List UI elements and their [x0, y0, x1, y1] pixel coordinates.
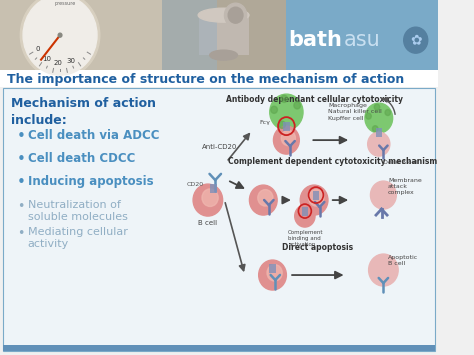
Text: Mediating cellular
activity: Mediating cellular activity: [27, 227, 128, 248]
Text: Membrane
attack
complex: Membrane attack complex: [388, 178, 422, 195]
Text: CD20: CD20: [187, 182, 204, 187]
Circle shape: [404, 27, 428, 53]
Text: 0: 0: [36, 46, 40, 52]
Text: pressure: pressure: [54, 1, 75, 6]
Text: Direct apoptosis: Direct apoptosis: [282, 243, 353, 252]
Text: •: •: [17, 227, 24, 240]
FancyBboxPatch shape: [3, 88, 435, 351]
FancyBboxPatch shape: [269, 263, 276, 273]
Text: ✿: ✿: [410, 33, 421, 47]
Circle shape: [228, 7, 243, 23]
Circle shape: [366, 113, 371, 119]
Text: The importance of structure on the mechanism of action: The importance of structure on the mecha…: [8, 73, 405, 86]
Text: bath: bath: [288, 30, 342, 50]
Circle shape: [300, 185, 328, 215]
Text: 10: 10: [43, 56, 52, 62]
Circle shape: [373, 126, 378, 132]
Text: 20: 20: [54, 60, 62, 66]
Circle shape: [271, 106, 277, 113]
Ellipse shape: [198, 8, 249, 22]
Circle shape: [369, 254, 398, 286]
Circle shape: [267, 264, 282, 281]
Circle shape: [270, 94, 303, 130]
Circle shape: [309, 190, 324, 206]
Text: Inducing apoptosis: Inducing apoptosis: [27, 175, 154, 188]
Text: 30: 30: [66, 58, 75, 64]
FancyBboxPatch shape: [162, 0, 217, 70]
Circle shape: [281, 130, 295, 146]
Text: Fcγ: Fcγ: [259, 120, 270, 125]
Circle shape: [193, 184, 223, 216]
Circle shape: [365, 103, 392, 133]
FancyBboxPatch shape: [0, 70, 438, 87]
Circle shape: [273, 126, 299, 154]
Circle shape: [258, 190, 273, 206]
FancyBboxPatch shape: [3, 345, 435, 351]
Text: Antibody dependant cellular cytotoxicity: Antibody dependant cellular cytotoxicity: [226, 95, 402, 104]
FancyBboxPatch shape: [375, 127, 382, 137]
Circle shape: [374, 104, 380, 110]
Circle shape: [371, 181, 396, 209]
Ellipse shape: [210, 50, 237, 60]
Text: Apoptotic
B cell: Apoptotic B cell: [388, 255, 418, 266]
Circle shape: [259, 260, 286, 290]
Circle shape: [23, 0, 97, 75]
Text: •: •: [17, 200, 24, 213]
Text: Mechanism of action
include:: Mechanism of action include:: [11, 97, 156, 127]
FancyBboxPatch shape: [283, 122, 290, 131]
Circle shape: [281, 95, 288, 103]
FancyBboxPatch shape: [301, 207, 308, 215]
Circle shape: [20, 0, 100, 78]
Text: Cell death CDCC: Cell death CDCC: [27, 152, 135, 165]
Text: Complement dependent cytotoxicity mechanism: Complement dependent cytotoxicity mechan…: [228, 157, 437, 166]
Circle shape: [368, 132, 390, 156]
Text: Anti-CD20: Anti-CD20: [202, 144, 237, 150]
FancyBboxPatch shape: [162, 0, 286, 70]
Text: •: •: [17, 129, 26, 144]
Circle shape: [294, 102, 301, 109]
Circle shape: [295, 205, 315, 227]
Text: •: •: [17, 175, 26, 190]
Text: B cell: B cell: [198, 220, 218, 226]
Circle shape: [385, 109, 391, 115]
Text: Cell death via ADCC: Cell death via ADCC: [27, 129, 159, 142]
Circle shape: [249, 185, 277, 215]
FancyBboxPatch shape: [199, 15, 249, 55]
FancyBboxPatch shape: [313, 191, 319, 200]
Text: Dead B cell: Dead B cell: [383, 160, 419, 165]
FancyBboxPatch shape: [286, 0, 438, 70]
Text: Neutralization of
soluble molecules: Neutralization of soluble molecules: [27, 200, 128, 222]
Circle shape: [225, 3, 246, 27]
FancyBboxPatch shape: [210, 184, 217, 192]
Text: Macrophage
Natural killer cell
Kupffer cell: Macrophage Natural killer cell Kupffer c…: [328, 103, 382, 121]
Text: •: •: [17, 152, 26, 167]
Circle shape: [279, 121, 285, 129]
Circle shape: [58, 33, 62, 37]
FancyBboxPatch shape: [0, 0, 162, 70]
Circle shape: [202, 189, 218, 207]
Text: asu: asu: [344, 30, 381, 50]
Text: Complement
binding and
activation: Complement binding and activation: [288, 230, 324, 247]
